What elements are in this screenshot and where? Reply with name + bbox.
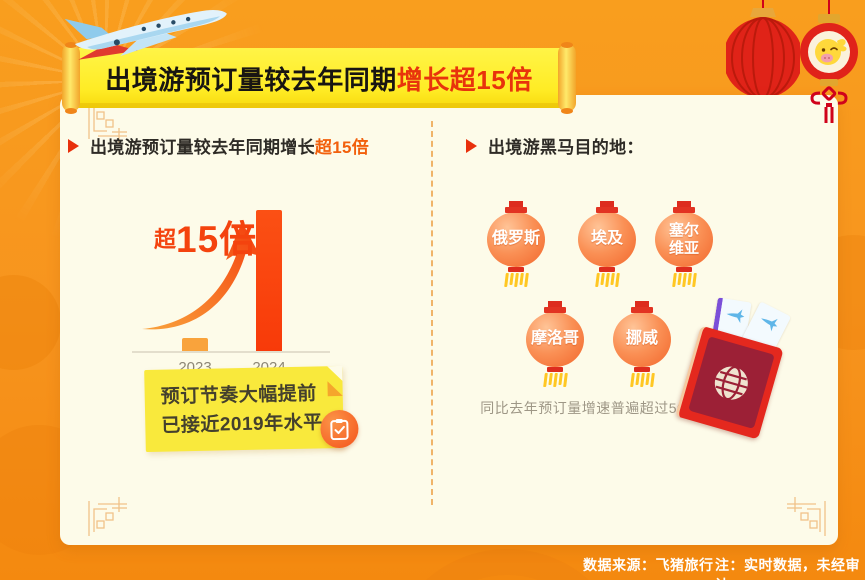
lantern-body: 俄罗斯 [487,212,545,267]
destinations-caption: 同比去年预订量增速普遍超过50倍 [480,400,700,416]
content-card: 出境游预订量较去年同期增长超15倍 超 15倍 2023 2024 [60,95,838,545]
lantern-base [508,267,524,272]
page-title-accent: 增长超15倍 [396,64,533,95]
left-heading-accent: 超15倍 [314,138,370,157]
boarding-pass-icon [708,297,752,360]
destination-label: 俄罗斯 [491,230,540,248]
note-line-1: 预订节奏大幅提前 [160,383,317,408]
destination-lantern-norway: 挪威 [604,301,680,387]
lantern-tassel [568,273,646,287]
destination-label: 埃及 [590,230,623,248]
destination-label: 摩洛哥 [530,330,579,348]
lantern-body: 挪威 [613,312,671,367]
lantern-cap [544,301,566,313]
clipboard-badge [320,409,359,449]
right-section-heading: 出境游黑马目的地： [466,133,644,158]
scroll-roll-right [558,42,576,114]
lantern-body: 摩洛哥 [526,312,584,367]
bullet-triangle-icon [466,138,477,153]
destination-lantern-serbia: 塞尔维亚 [646,201,722,287]
destination-label: 塞尔维亚 [668,222,699,257]
destination-lantern-morocco: 摩洛哥 [517,301,593,387]
globe-emblem-icon [714,365,748,400]
left-heading-main: 出境游预订量较去年同期增长 [90,138,315,157]
growth-bar-chart: 超 15倍 2023 2024 [130,195,340,385]
sticky-note: 预订节奏大幅提前 已接近2019年水平 [144,365,359,453]
passport-cover [675,325,784,440]
boarding-pass-icon [734,301,792,369]
plane-glyph-icon [726,309,744,324]
chart-annotation: 超 15倍 [154,221,257,258]
note-line-2: 已接近2019年水平 [161,412,323,438]
left-section-heading: 出境游预订量较去年同期增长超15倍 [68,133,369,158]
bullet-triangle-icon [68,138,79,153]
right-heading-text: 出境游黑马目的地： [488,138,644,157]
growth-arrow-icon [142,222,260,330]
lantern-cap [505,201,527,213]
data-source-text: 数据来源：飞猪旅行 [583,557,714,573]
background-circle-decoration [0,275,61,370]
scroll-roll-left [62,42,80,114]
plane-glyph-icon [761,318,778,332]
lantern-base [676,267,692,272]
fliggy-pig-lantern-logo [800,0,858,123]
bar-2024 [256,210,282,352]
passport-illustration [675,297,805,444]
lantern-cap [673,201,695,213]
banner-body: 出境游预订量较去年同期增长超15倍 [75,48,563,108]
lantern-cap [631,301,653,313]
bar-2023 [182,338,208,352]
lantern-cap [596,201,618,213]
corner-ornament-icon [88,104,127,143]
airplane-icon [64,9,227,60]
lantern-base [599,267,615,272]
lantern-base [547,367,563,372]
sticky-note-text: 预订节奏大幅提前 已接近2019年水平 [144,366,343,442]
corner-ornament-icon [88,497,127,536]
hanging-lantern-icon [726,0,800,96]
annotation-value: 15倍 [176,219,258,260]
page-title-main: 出境游预订量较去年同期 [105,64,397,95]
left-heading-text: 出境游预订量较去年同期增长超15倍 [90,133,369,158]
lantern-body: 塞尔维亚 [655,212,713,267]
destination-lantern-egypt: 埃及 [569,201,645,287]
lantern-tassel [645,273,723,287]
title-banner: 出境游预订量较去年同期增长超15倍 [62,42,576,114]
lantern-tassel [477,273,555,287]
column-divider [431,121,433,505]
lantern-tassel [603,373,681,387]
clipboard-check-icon [330,418,349,441]
destination-label: 挪威 [625,330,658,348]
page-title: 出境游预订量较去年同期增长超15倍 [105,60,532,97]
lantern-tassel [516,373,594,387]
corner-ornament-icon [787,497,826,536]
chart-baseline [132,351,330,353]
lantern-body: 埃及 [578,212,636,267]
destination-lantern-russia: 俄罗斯 [478,201,554,287]
passport-panel [688,336,775,429]
annotation-prefix: 超 [154,226,177,252]
data-note-text: 注：实时数据，未经审计 [715,557,860,580]
lantern-base [634,367,650,372]
